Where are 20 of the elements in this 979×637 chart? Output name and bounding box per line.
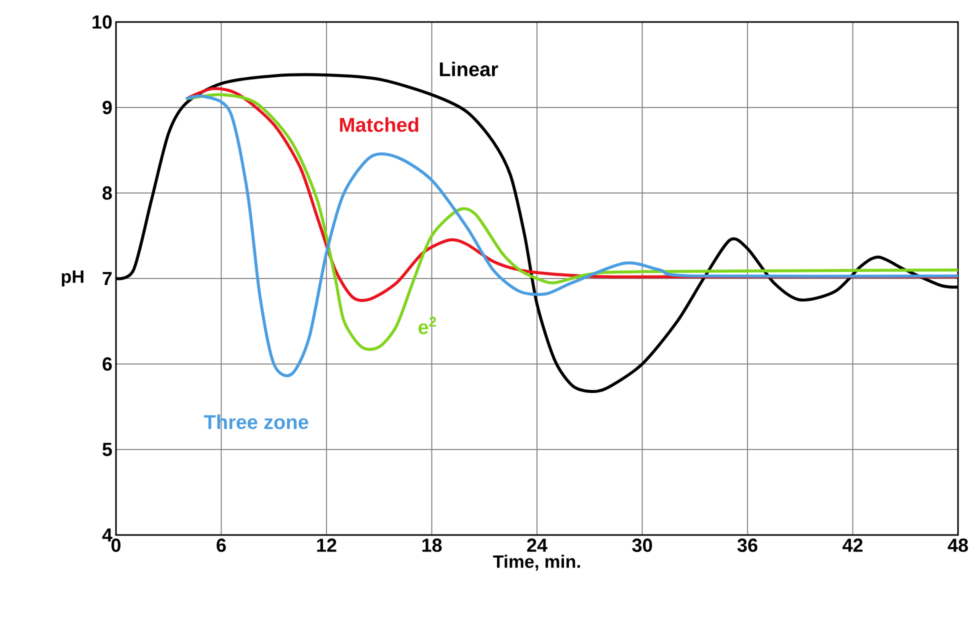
- x-tick-label: 42: [842, 538, 863, 552]
- y-tick-label: 4: [102, 528, 112, 542]
- text: Matched: [340, 117, 418, 132]
- series-label: Linear: [440, 62, 498, 76]
- y-tick-label: 7: [102, 272, 112, 286]
- x-tick-label: 36: [737, 538, 758, 552]
- x-tick-label: 12: [317, 538, 336, 552]
- x-tick-label: 24: [527, 538, 548, 552]
- y-tick-label: 9: [102, 100, 112, 114]
- x-tick-label: 6: [216, 538, 226, 552]
- x-axis-title: Time, min.: [493, 554, 580, 571]
- y-tick-label: 6: [102, 357, 112, 371]
- x-tick-label: 18: [422, 538, 442, 552]
- y-tick-label: 10: [92, 15, 112, 29]
- x-tick-label: 0: [111, 538, 120, 552]
- x-tick-label: 48: [948, 538, 968, 552]
- y-axis-title: pH: [62, 270, 84, 287]
- x-tick-label: 30: [632, 538, 652, 552]
- y-tick-label: 5: [102, 442, 112, 456]
- y-tick-label: 8: [102, 186, 112, 200]
